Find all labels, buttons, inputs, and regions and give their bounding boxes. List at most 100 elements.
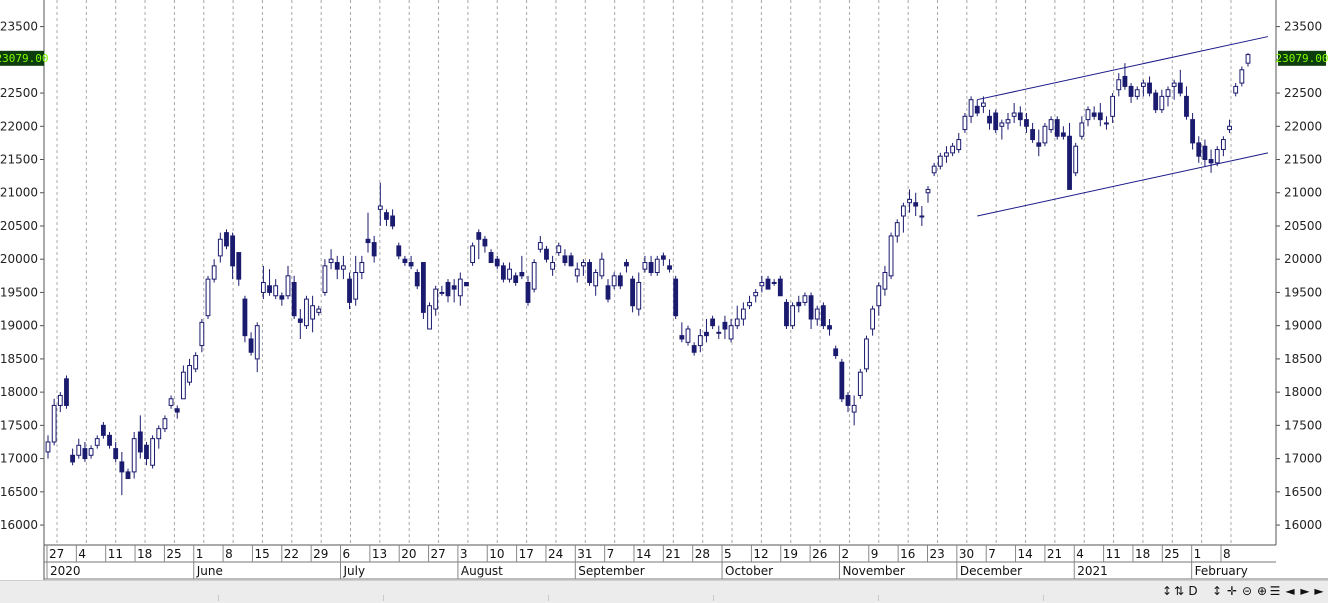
scroll-right-icon[interactable]: ► (1300, 584, 1310, 598)
candle-up (150, 438, 156, 466)
date-tick-label: 5 (724, 547, 732, 561)
candle-up (310, 305, 316, 320)
candle-up (180, 371, 186, 400)
date-tick-label: 26 (812, 547, 827, 561)
y-tick-label-right: 21500 (1284, 153, 1322, 167)
date-tick-label: 28 (695, 547, 710, 561)
zoom-in-icon[interactable]: ⊕ (1256, 584, 1268, 598)
candle-down (630, 278, 636, 307)
candle-down (519, 272, 525, 277)
candle-up (925, 188, 931, 194)
candle-up (76, 444, 82, 456)
candle-up (1116, 79, 1122, 91)
chart-toolbar: ↕ ⇅ D ↕ ✛ ⊝ ⊕ ☰ ◄ ► ► (0, 580, 1328, 603)
candle-up (156, 428, 162, 440)
candle-up (907, 198, 912, 204)
zoom-out-icon[interactable]: ⊝ (1241, 584, 1253, 598)
y-tick-label-right: 18000 (1284, 385, 1322, 399)
candle-down (445, 281, 451, 297)
candle-down (525, 281, 531, 303)
candle-up (556, 245, 562, 254)
y-tick-label-left: 22500 (0, 86, 38, 100)
candle-down (1030, 129, 1036, 141)
candle-up (260, 281, 266, 293)
candle-down (420, 262, 426, 313)
last-price-label-left: 23079.00 (0, 52, 48, 65)
scroll-lock-icon[interactable]: ↕ (1161, 584, 1173, 598)
candle-up (888, 235, 894, 277)
candle-up (1042, 125, 1048, 144)
candle-down (396, 245, 402, 257)
candle-down (617, 275, 623, 287)
candle-up (187, 365, 192, 383)
crosshair-icon[interactable]: ✛ (1226, 584, 1238, 598)
y-tick-label-left: 19500 (0, 285, 38, 299)
month-label: August (461, 564, 503, 578)
candle-down (1184, 95, 1189, 117)
y-tick-label-right: 17000 (1284, 452, 1322, 466)
candle-up (734, 318, 740, 327)
month-label: June (196, 564, 223, 578)
y-tick-label-left: 20500 (0, 219, 38, 233)
y-tick-label-right: 16000 (1284, 518, 1322, 532)
month-label: October (725, 564, 773, 578)
candle-up (304, 298, 309, 327)
candle-up (439, 291, 445, 294)
candle-up (322, 265, 328, 293)
candle-down (119, 461, 125, 473)
axes: 16000 16000 16500 16500 17000 17000 17500 17500… (0, 0, 1328, 580)
date-tick-label: 14 (1018, 547, 1033, 561)
candle-down (1097, 112, 1103, 121)
candle-up (285, 275, 291, 297)
candle-down (230, 235, 236, 267)
menu-icon[interactable]: ☰ (1269, 584, 1281, 598)
candle-down (1128, 85, 1134, 97)
candle-up (377, 205, 383, 210)
candle-down (777, 278, 783, 297)
y-tick-label-left: 21500 (0, 153, 38, 167)
date-tick-label: 21 (1047, 547, 1062, 561)
candle-down (1067, 135, 1072, 190)
candle-down (562, 255, 568, 264)
daily-period-icon[interactable]: D (1188, 584, 1198, 598)
candle-up (1159, 95, 1165, 111)
candle-up (716, 331, 722, 334)
arrange-icon[interactable]: ⇅ (1173, 584, 1185, 598)
date-tick-label: 27 (431, 547, 446, 561)
candle-up (1239, 69, 1245, 84)
candle-down (660, 255, 666, 260)
candle-down (224, 232, 229, 247)
date-tick-label: 8 (225, 547, 233, 561)
date-tick-label: 9 (871, 547, 879, 561)
month-label: 2021 (1077, 564, 1108, 578)
scrollbar-tick (1043, 595, 1044, 601)
candle-down (125, 471, 131, 480)
candle-up (999, 122, 1005, 127)
candle-down (70, 454, 76, 463)
cursor-icon[interactable]: ↕ (1211, 584, 1223, 598)
y-tick-label-right: 18500 (1284, 352, 1322, 366)
scroll-left-icon[interactable]: ◄ (1285, 584, 1295, 598)
month-label: July (343, 564, 366, 578)
y-tick-label-right: 19500 (1284, 285, 1322, 299)
date-tick-label: 29 (313, 547, 328, 561)
candle-down (100, 424, 106, 436)
y-tick-label-left: 16500 (0, 485, 38, 499)
candle-down (673, 278, 679, 317)
y-tick-label-left: 20000 (0, 252, 38, 266)
candle-down (544, 248, 549, 260)
y-tick-label-left: 19000 (0, 319, 38, 333)
date-tick-label: 24 (548, 547, 563, 561)
month-label: November (842, 564, 904, 578)
date-tick-label: 10 (489, 547, 504, 561)
y-tick-label-left: 18500 (0, 352, 38, 366)
candle-down (974, 105, 980, 114)
last-price-badge-left (0, 50, 44, 66)
scroll-end-icon[interactable]: ► (1314, 584, 1324, 598)
candle-down (1202, 145, 1208, 161)
y-tick-label-right: 20000 (1284, 252, 1322, 266)
candle-down (113, 448, 119, 460)
candle-down (1091, 112, 1097, 117)
trend-channel (977, 36, 1269, 217)
candle-down (297, 318, 303, 323)
